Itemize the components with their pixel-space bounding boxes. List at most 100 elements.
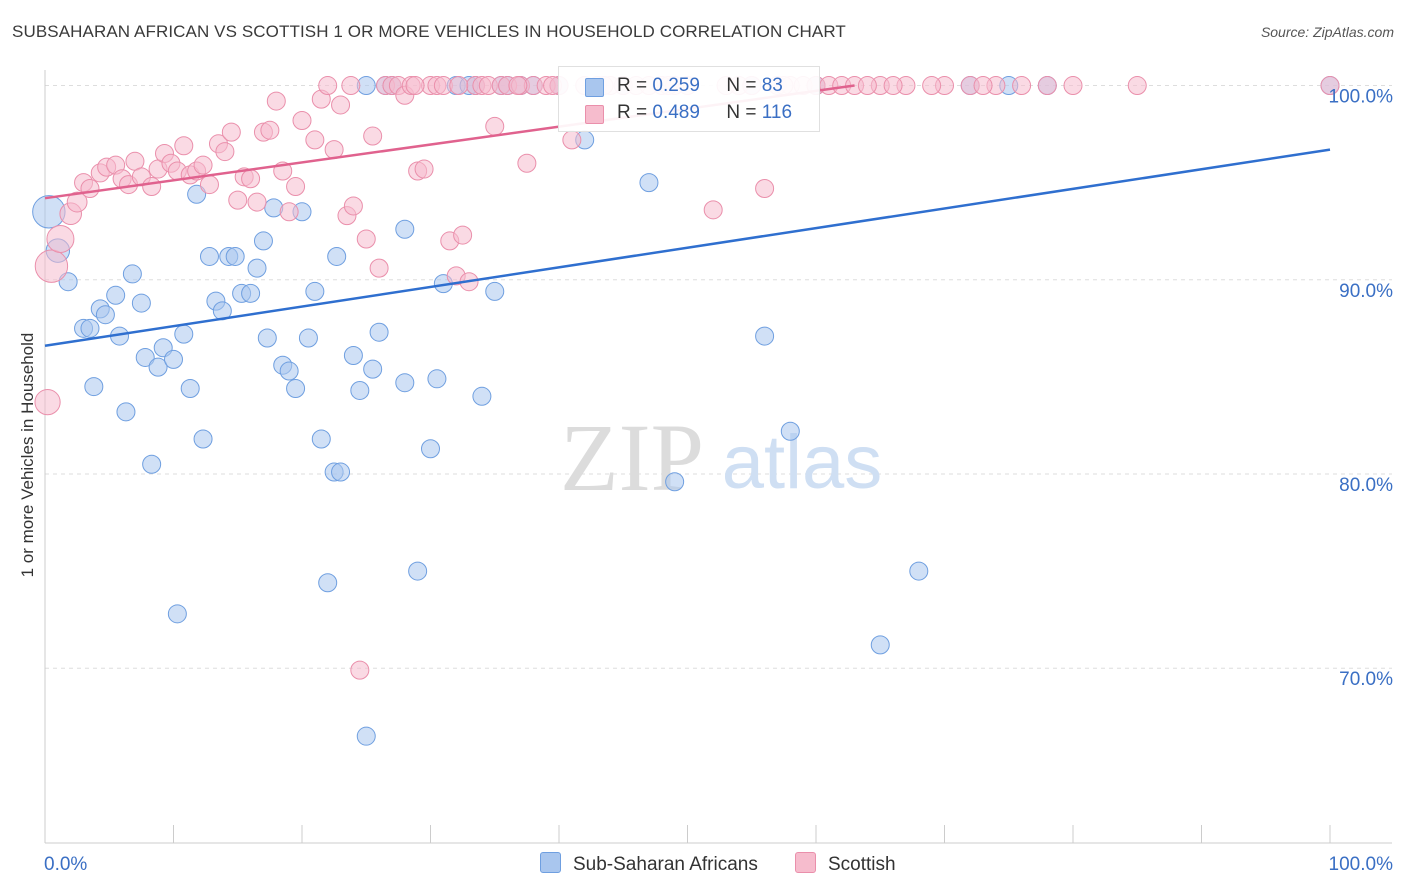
bottom-legend-scottish: Scottish (795, 852, 896, 876)
y-tick-label: 90.0% (1339, 281, 1393, 302)
point-sub-saharan (363, 359, 383, 379)
point-sub-saharan (472, 386, 492, 406)
legend-n-label: N = (726, 75, 757, 96)
point-scottish (414, 159, 434, 179)
watermark: ZIP atlas (560, 404, 882, 511)
series-scottish-points (34, 76, 1340, 680)
point-scottish (449, 76, 469, 96)
point-scottish (174, 136, 194, 156)
x-tick-labels: 0.0% 100.0% (44, 854, 1393, 875)
point-sub-saharan (369, 322, 389, 342)
point-scottish (286, 177, 306, 197)
point-sub-saharan (408, 561, 428, 581)
point-scottish (369, 258, 389, 278)
y-tick-label: 80.0% (1339, 475, 1393, 496)
point-scottish (356, 229, 376, 249)
point-sub-saharan (106, 285, 126, 305)
x-tick-label: 100.0% (1329, 854, 1394, 875)
point-scottish (562, 130, 582, 150)
legend-text: R = 0.259 N = 83 (617, 75, 783, 97)
point-scottish (66, 191, 88, 213)
point-scottish (193, 155, 213, 175)
point-sub-saharan (395, 373, 415, 393)
point-sub-saharan (639, 173, 659, 193)
chart-title: SUBSAHARAN AFRICAN VS SCOTTISH 1 OR MORE… (12, 22, 846, 41)
bottom-legend-label: Scottish (828, 854, 896, 875)
x-tick-label: 0.0% (44, 854, 87, 875)
watermark-atlas: atlas (722, 420, 883, 505)
legend-n-value: 116 (761, 102, 793, 123)
point-sub-saharan (95, 305, 115, 325)
point-sub-saharan (780, 421, 800, 441)
point-sub-saharan (427, 369, 447, 389)
legend-n-value: 83 (761, 75, 783, 96)
point-scottish (215, 142, 235, 162)
point-sub-saharan (755, 326, 775, 346)
point-scottish (1127, 76, 1147, 96)
point-scottish (703, 200, 723, 220)
point-scottish (1037, 76, 1057, 96)
point-sub-saharan (909, 561, 929, 581)
y-tick-label: 70.0% (1339, 669, 1393, 690)
legend-swatch-pink (585, 105, 604, 124)
bottom-legend-label: Sub-Saharan Africans (573, 854, 758, 875)
point-scottish (292, 110, 312, 130)
bottom-legend-swatch-pink (795, 852, 816, 873)
point-sub-saharan (257, 328, 277, 348)
point-sub-saharan (665, 472, 685, 492)
point-scottish (922, 76, 942, 96)
legend-r-label: R = (617, 102, 648, 123)
point-scottish (350, 660, 370, 680)
point-sub-saharan (279, 361, 299, 381)
point-scottish (755, 178, 775, 198)
legend-r-value: 0.489 (652, 102, 700, 123)
point-sub-saharan (122, 264, 142, 284)
point-scottish (1320, 76, 1340, 96)
point-sub-saharan (187, 184, 207, 204)
point-sub-saharan (193, 429, 213, 449)
point-scottish (318, 76, 338, 96)
y-tick-labels: 100.0% 90.0% 80.0% 70.0% (1329, 87, 1394, 691)
point-scottish (241, 169, 261, 189)
point-scottish (221, 122, 241, 142)
point-sub-saharan (253, 231, 273, 251)
point-scottish (331, 95, 351, 115)
point-scottish (517, 153, 537, 173)
point-scottish (485, 116, 505, 136)
bottom-legend-sub-saharan: Sub-Saharan Africans (540, 852, 758, 876)
point-scottish (247, 192, 267, 212)
point-sub-saharan (116, 402, 136, 422)
point-sub-saharan (142, 454, 162, 474)
point-scottish (405, 76, 425, 96)
point-scottish (341, 76, 361, 96)
point-scottish (305, 130, 325, 150)
point-sub-saharan (311, 429, 331, 449)
point-sub-saharan (225, 246, 245, 266)
point-scottish (343, 196, 363, 216)
point-sub-saharan (298, 328, 318, 348)
point-sub-saharan (241, 283, 261, 303)
y-tick-label: 100.0% (1329, 87, 1394, 108)
point-sub-saharan (395, 219, 415, 239)
point-scottish (857, 76, 877, 96)
point-sub-saharan (305, 281, 325, 301)
point-scottish (973, 76, 993, 96)
point-scottish (142, 177, 162, 197)
legend-n-label: N = (726, 102, 757, 123)
point-sub-saharan (327, 246, 347, 266)
point-scottish (508, 76, 528, 96)
point-sub-saharan (131, 293, 151, 313)
stats-legend: R = 0.259 N = 83 R = 0.489 N = 116 (558, 66, 820, 132)
point-sub-saharan (148, 357, 168, 377)
legend-r-label: R = (617, 75, 648, 96)
watermark-zip: ZIP (560, 404, 704, 511)
point-scottish (228, 190, 248, 210)
trend-line-sub-saharan (44, 148, 1331, 348)
point-sub-saharan (135, 347, 155, 367)
point-scottish (260, 120, 280, 140)
point-sub-saharan (180, 379, 200, 399)
point-sub-saharan (80, 318, 100, 338)
point-sub-saharan (485, 281, 505, 301)
point-sub-saharan (421, 439, 440, 459)
